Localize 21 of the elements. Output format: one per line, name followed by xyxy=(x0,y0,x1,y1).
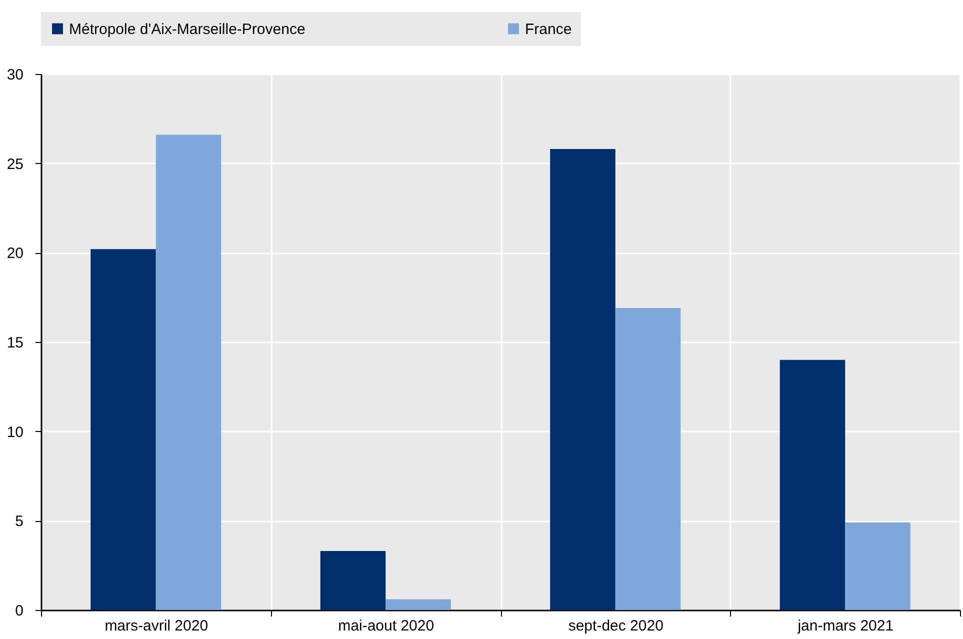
y-tick-label: 15 xyxy=(6,334,24,352)
bar xyxy=(780,360,846,610)
bar xyxy=(615,308,681,610)
legend-label: France xyxy=(525,20,572,38)
legend-label: Métropole d'Aix-Marseille-Provence xyxy=(69,20,306,38)
bar xyxy=(845,522,910,610)
x-tick-label: mars-avril 2020 xyxy=(104,618,208,634)
bar xyxy=(90,249,156,610)
bar xyxy=(320,551,386,610)
bar xyxy=(386,599,451,610)
bar xyxy=(156,134,222,610)
y-tick-label: 20 xyxy=(6,245,24,262)
x-tick-label: jan-mars 2021 xyxy=(796,618,894,634)
bar xyxy=(550,149,616,610)
x-tick-label: mai-aout 2020 xyxy=(338,618,434,634)
y-tick-label: 30 xyxy=(6,66,24,84)
y-tick-label: 10 xyxy=(6,424,24,441)
y-tick-label: 0 xyxy=(15,602,24,620)
x-tick-label: sept-dec 2020 xyxy=(568,618,664,634)
y-tick-label: 5 xyxy=(15,513,24,530)
y-tick-label: 25 xyxy=(6,156,24,173)
